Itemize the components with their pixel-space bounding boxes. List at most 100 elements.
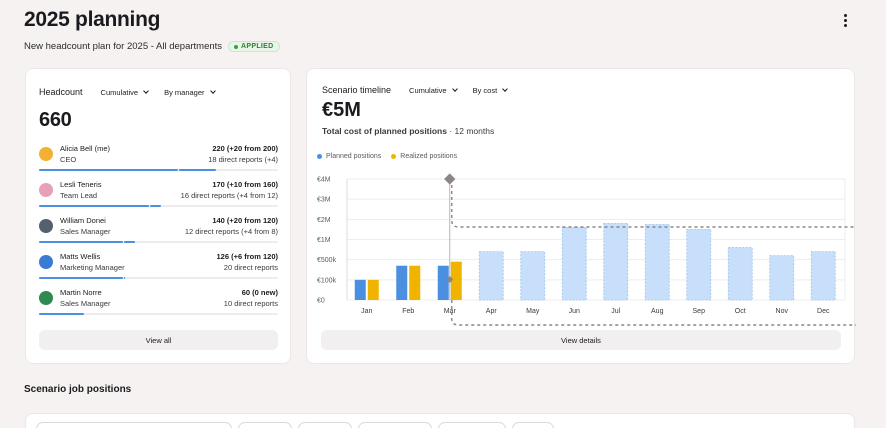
bar-projected bbox=[603, 222, 629, 301]
filter-chip[interactable] bbox=[438, 422, 506, 428]
bar-projected bbox=[478, 251, 504, 301]
headcount-progress-track bbox=[39, 241, 278, 243]
manager-row[interactable]: Matts Wellis Marketing Manager 126 (+6 fro… bbox=[39, 251, 278, 287]
chevron-down-icon bbox=[209, 87, 216, 94]
x-tick-label: Mar bbox=[444, 308, 457, 315]
manager-direct-reports: 12 direct reports (+4 from 8) bbox=[184, 227, 278, 236]
manager-name: Matts Wellis bbox=[60, 252, 101, 261]
manager-headcount: 170 (+10 from 160) bbox=[212, 180, 278, 189]
manager-role: Sales Manager bbox=[60, 227, 111, 236]
avatar bbox=[39, 183, 53, 197]
cumulative-dropdown-label: Cumulative bbox=[100, 87, 139, 97]
bar-planned bbox=[396, 265, 408, 300]
total-cost-caption: Total cost of planned positions · 12 mon… bbox=[322, 126, 494, 136]
legend-planned-swatch bbox=[317, 154, 322, 159]
search-filter[interactable] bbox=[36, 422, 232, 428]
view-all-button[interactable]: View all bbox=[39, 330, 278, 350]
headcount-total: 660 bbox=[39, 109, 72, 131]
manager-name: Alicia Bell (me) bbox=[60, 144, 111, 153]
headcount-progress-fill bbox=[39, 205, 149, 207]
by-cost-dropdown[interactable]: By cost bbox=[473, 86, 508, 95]
avatar bbox=[39, 147, 53, 161]
scenario-chart: €0 €100k €500k €1M €2M €3M €4M Jan Feb Mar Apr May J… bbox=[317, 173, 856, 326]
bar-projected bbox=[727, 247, 753, 301]
bar-projected bbox=[644, 223, 670, 301]
manager-direct-reports: 16 direct reports (+4 from 12) bbox=[180, 191, 278, 200]
headcount-progress-fill bbox=[39, 169, 178, 171]
section-title-job-positions: Scenario job positions bbox=[24, 384, 132, 395]
headcount-progress-new bbox=[124, 277, 126, 279]
manager-direct-reports: 20 direct reports bbox=[223, 263, 278, 272]
manager-row[interactable]: Alicia Bell (me) CEO 220 (+20 from 200) 18 … bbox=[39, 143, 278, 179]
bar-planned bbox=[354, 279, 366, 300]
filter-chip[interactable] bbox=[358, 422, 432, 428]
x-tick-label: Oct bbox=[735, 308, 746, 315]
manager-row[interactable]: Lesli Teneris Team Lead 170 (+10 from 160)… bbox=[39, 179, 278, 215]
manager-name: William Donei bbox=[60, 216, 106, 225]
x-tick-label: Aug bbox=[651, 308, 664, 315]
total-cost-caption-extra: · 12 months bbox=[446, 126, 495, 136]
filter-chip[interactable] bbox=[298, 422, 352, 428]
manager-row[interactable]: Martin Norre Sales Manager 60 (0 new) 10 di… bbox=[39, 287, 278, 323]
headcount-progress-track bbox=[39, 277, 278, 279]
y-tick-label: €1M bbox=[317, 237, 331, 244]
cumulative-dropdown[interactable]: Cumulative bbox=[101, 88, 149, 97]
bar-realized bbox=[409, 265, 421, 300]
filter-chip[interactable] bbox=[512, 422, 554, 428]
x-tick-label: Nov bbox=[776, 308, 789, 315]
y-tick-label: €2M bbox=[317, 217, 331, 224]
headcount-progress-new bbox=[150, 205, 161, 207]
headcount-progress-fill bbox=[39, 277, 123, 279]
x-tick-label: Apr bbox=[486, 308, 498, 315]
headcount-progress-track bbox=[39, 313, 278, 315]
headcount-card: Headcount Cumulative By manager 660 Alic… bbox=[25, 68, 291, 364]
cumulative-dropdown[interactable]: Cumulative bbox=[409, 86, 458, 95]
bar-projected bbox=[686, 229, 712, 301]
manager-direct-reports: 18 direct reports (+4) bbox=[208, 155, 278, 164]
total-cost-amount: €5M bbox=[322, 99, 361, 121]
legend-planned-label: Planned positions bbox=[326, 153, 382, 160]
bar-planned bbox=[437, 265, 449, 300]
manager-headcount: 140 (+20 from 120) bbox=[212, 216, 278, 225]
headcount-progress-track bbox=[39, 169, 278, 171]
manager-headcount: 126 (+6 from 120) bbox=[216, 252, 279, 261]
manager-headcount: 220 (+20 from 200) bbox=[212, 144, 278, 153]
page-subtitle: New headcount plan for 2025 - All depart… bbox=[24, 41, 280, 52]
y-tick-label: €0 bbox=[317, 298, 325, 305]
subtitle-text: New headcount plan for 2025 - All depart… bbox=[24, 41, 223, 52]
status-badge: APPLIED bbox=[228, 41, 280, 52]
chevron-down-icon bbox=[143, 87, 149, 94]
by-manager-dropdown[interactable]: By manager bbox=[164, 87, 216, 97]
headcount-progress-new bbox=[124, 241, 135, 243]
scenario-header: Scenario timeline Cumulative By cost bbox=[322, 85, 523, 95]
view-details-button[interactable]: View details bbox=[321, 330, 841, 350]
by-cost-dropdown-label: By cost bbox=[472, 85, 498, 95]
avatar bbox=[39, 255, 53, 269]
bar-projected bbox=[561, 226, 587, 301]
x-tick-label: Jan bbox=[361, 308, 372, 315]
filter-chip[interactable] bbox=[238, 422, 292, 428]
legend-planned: Planned positions bbox=[317, 153, 381, 160]
legend-realized-swatch bbox=[391, 154, 397, 159]
x-tick-label: Dec bbox=[817, 308, 830, 315]
bar-projected bbox=[769, 255, 795, 301]
y-tick-label: €4M bbox=[317, 177, 331, 184]
timeline-handle-icon bbox=[444, 173, 456, 185]
avatar bbox=[39, 291, 53, 305]
x-tick-label: Jul bbox=[611, 308, 620, 315]
bar-realized bbox=[450, 261, 462, 300]
scenario-title: Scenario timeline bbox=[322, 85, 392, 95]
dashed-connector-lower bbox=[451, 300, 856, 326]
manager-list: Alicia Bell (me) CEO 220 (+20 from 200) 18 … bbox=[39, 143, 278, 323]
y-tick-label: €500k bbox=[317, 257, 337, 264]
job-positions-panel bbox=[25, 413, 855, 428]
headcount-progress-new bbox=[179, 169, 216, 171]
manager-row[interactable]: William Donei Sales Manager 140 (+20 from … bbox=[39, 215, 278, 251]
x-tick-label: May bbox=[526, 308, 540, 315]
chart-legend: Planned positions Realized positions bbox=[317, 153, 457, 160]
y-tick-label: €100k bbox=[317, 277, 337, 284]
headcount-progress-track bbox=[39, 205, 278, 207]
timeline-point-icon bbox=[446, 275, 454, 284]
x-tick-label: Jun bbox=[569, 308, 580, 315]
more-options-icon[interactable] bbox=[838, 11, 852, 29]
